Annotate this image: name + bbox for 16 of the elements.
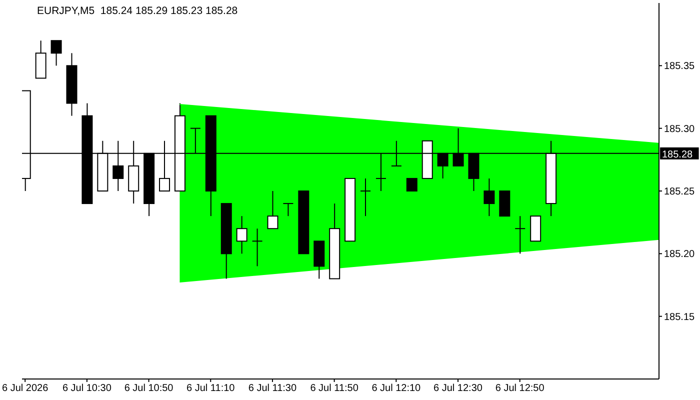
x-tick-label: 6 Jul 11:50 <box>310 383 359 394</box>
x-tick-label: 6 Jul 12:50 <box>495 383 545 394</box>
x-tick-label: 6 Jul 11:10 <box>186 383 236 394</box>
y-tick-label: 185.15 <box>664 312 696 323</box>
y-tick-label: 185.20 <box>664 249 696 260</box>
y-tick-label: 185.25 <box>664 186 696 198</box>
x-tick-label: 6 Jul 12:10 <box>372 383 422 394</box>
x-tick-label: 6 Jul 2026 <box>2 383 49 394</box>
x-tick-label: 6 Jul 10:50 <box>124 383 174 394</box>
y-tick-label: 185.30 <box>664 124 696 135</box>
chart-title: EURJPY,M5 185.24 185.29 185.23 185.28 <box>37 5 238 17</box>
y-tick-label: 185.35 <box>664 61 696 72</box>
ref-line-label: 185.28 <box>662 149 694 160</box>
x-tick-label: 6 Jul 10:30 <box>62 383 112 394</box>
x-tick-label: 6 Jul 12:30 <box>434 383 483 394</box>
x-tick-label: 6 Jul 11:30 <box>248 383 297 394</box>
